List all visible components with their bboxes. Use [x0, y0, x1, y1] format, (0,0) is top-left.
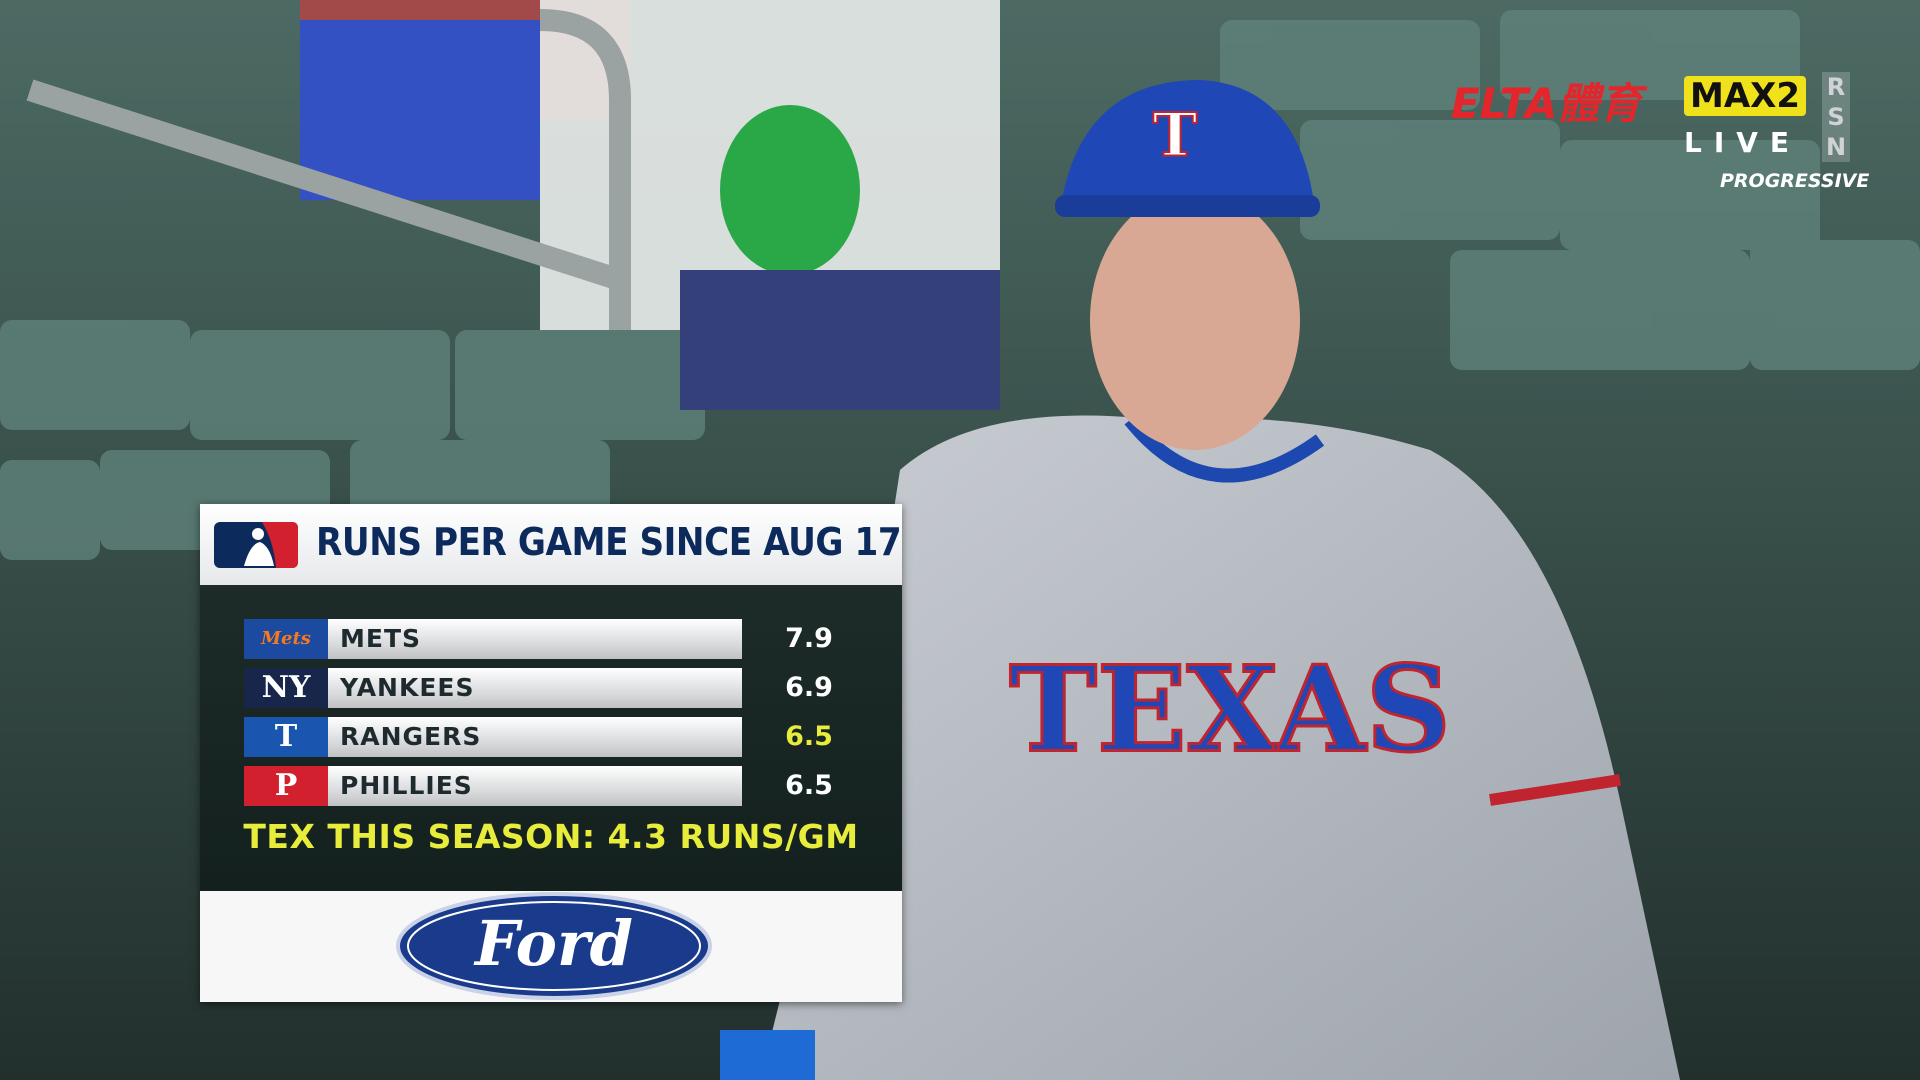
team-logo: T: [244, 717, 328, 757]
fan: [680, 270, 1000, 410]
network-logo: ELTA體育: [1451, 79, 1642, 128]
team-value: 6.9: [785, 672, 833, 703]
sponsor-panel: Ford: [200, 891, 902, 1002]
team-logo: Mets: [244, 619, 328, 659]
sleeve-trim: [1489, 774, 1621, 806]
team-name: METS: [340, 624, 422, 653]
team-name: YANKEES: [340, 673, 475, 702]
team-bar: METS: [328, 619, 742, 659]
team-value: 7.9: [785, 623, 833, 654]
cap-brim: [1055, 195, 1320, 217]
cap: [720, 105, 860, 275]
railing: [26, 79, 624, 291]
sponsor-logo: Ford: [396, 892, 712, 1000]
player-jersey: [760, 415, 1680, 1080]
jersey-text: TEXAS: [1009, 640, 1451, 779]
team-logo: P: [244, 766, 328, 806]
team-bar: RANGERS: [328, 717, 742, 757]
graphic-header: RUNS PER GAME SINCE AUG 17: [200, 504, 902, 585]
sponsor-name: Ford: [473, 907, 633, 980]
stat-row: NY YANKEES 6.9: [244, 668, 894, 708]
team-value: 6.5: [785, 770, 833, 801]
live-label: LIVE: [1684, 126, 1802, 159]
stat-row: P PHILLIES 6.5: [244, 766, 894, 806]
mlb-logo: [214, 522, 298, 568]
sponsor-bug: PROGRESSIVE: [1720, 170, 1870, 192]
team-logo: NY: [244, 668, 328, 708]
stat-row: Mets METS 7.9: [244, 619, 894, 659]
team-name: PHILLIES: [340, 771, 473, 800]
fan: [300, 20, 540, 200]
player-face: [1090, 190, 1300, 450]
team-name: RANGERS: [340, 722, 482, 751]
helmet-cap: [1060, 80, 1315, 210]
team-value: 6.5: [785, 721, 833, 752]
channel-badge: MAX2: [1684, 76, 1807, 116]
stat-graphic: RUNS PER GAME SINCE AUG 17 Mets METS 7.9 NY…: [200, 504, 902, 1002]
wristband: [720, 1030, 815, 1080]
collar: [1124, 415, 1325, 483]
stat-row: T RANGERS 6.5: [244, 717, 894, 757]
railing: [539, 9, 631, 330]
team-bar: PHILLIES: [328, 766, 742, 806]
team-bar: YANKEES: [328, 668, 742, 708]
network-bug: ELTA體育 MAX2 LIVE RSN PROGRESSIVE: [1448, 70, 1870, 200]
season-note: TEX THIS SEASON: 4.3 RUNS/GM: [243, 817, 859, 856]
cap-logo: T: [1153, 101, 1198, 171]
graphic-title: RUNS PER GAME SINCE AUG 17: [316, 520, 902, 564]
rsn-label: RSN: [1822, 72, 1850, 162]
graphic-body: Mets METS 7.9 NY YANKEES 6.9 T RANGERS 6.5 P PHILL…: [200, 585, 902, 891]
